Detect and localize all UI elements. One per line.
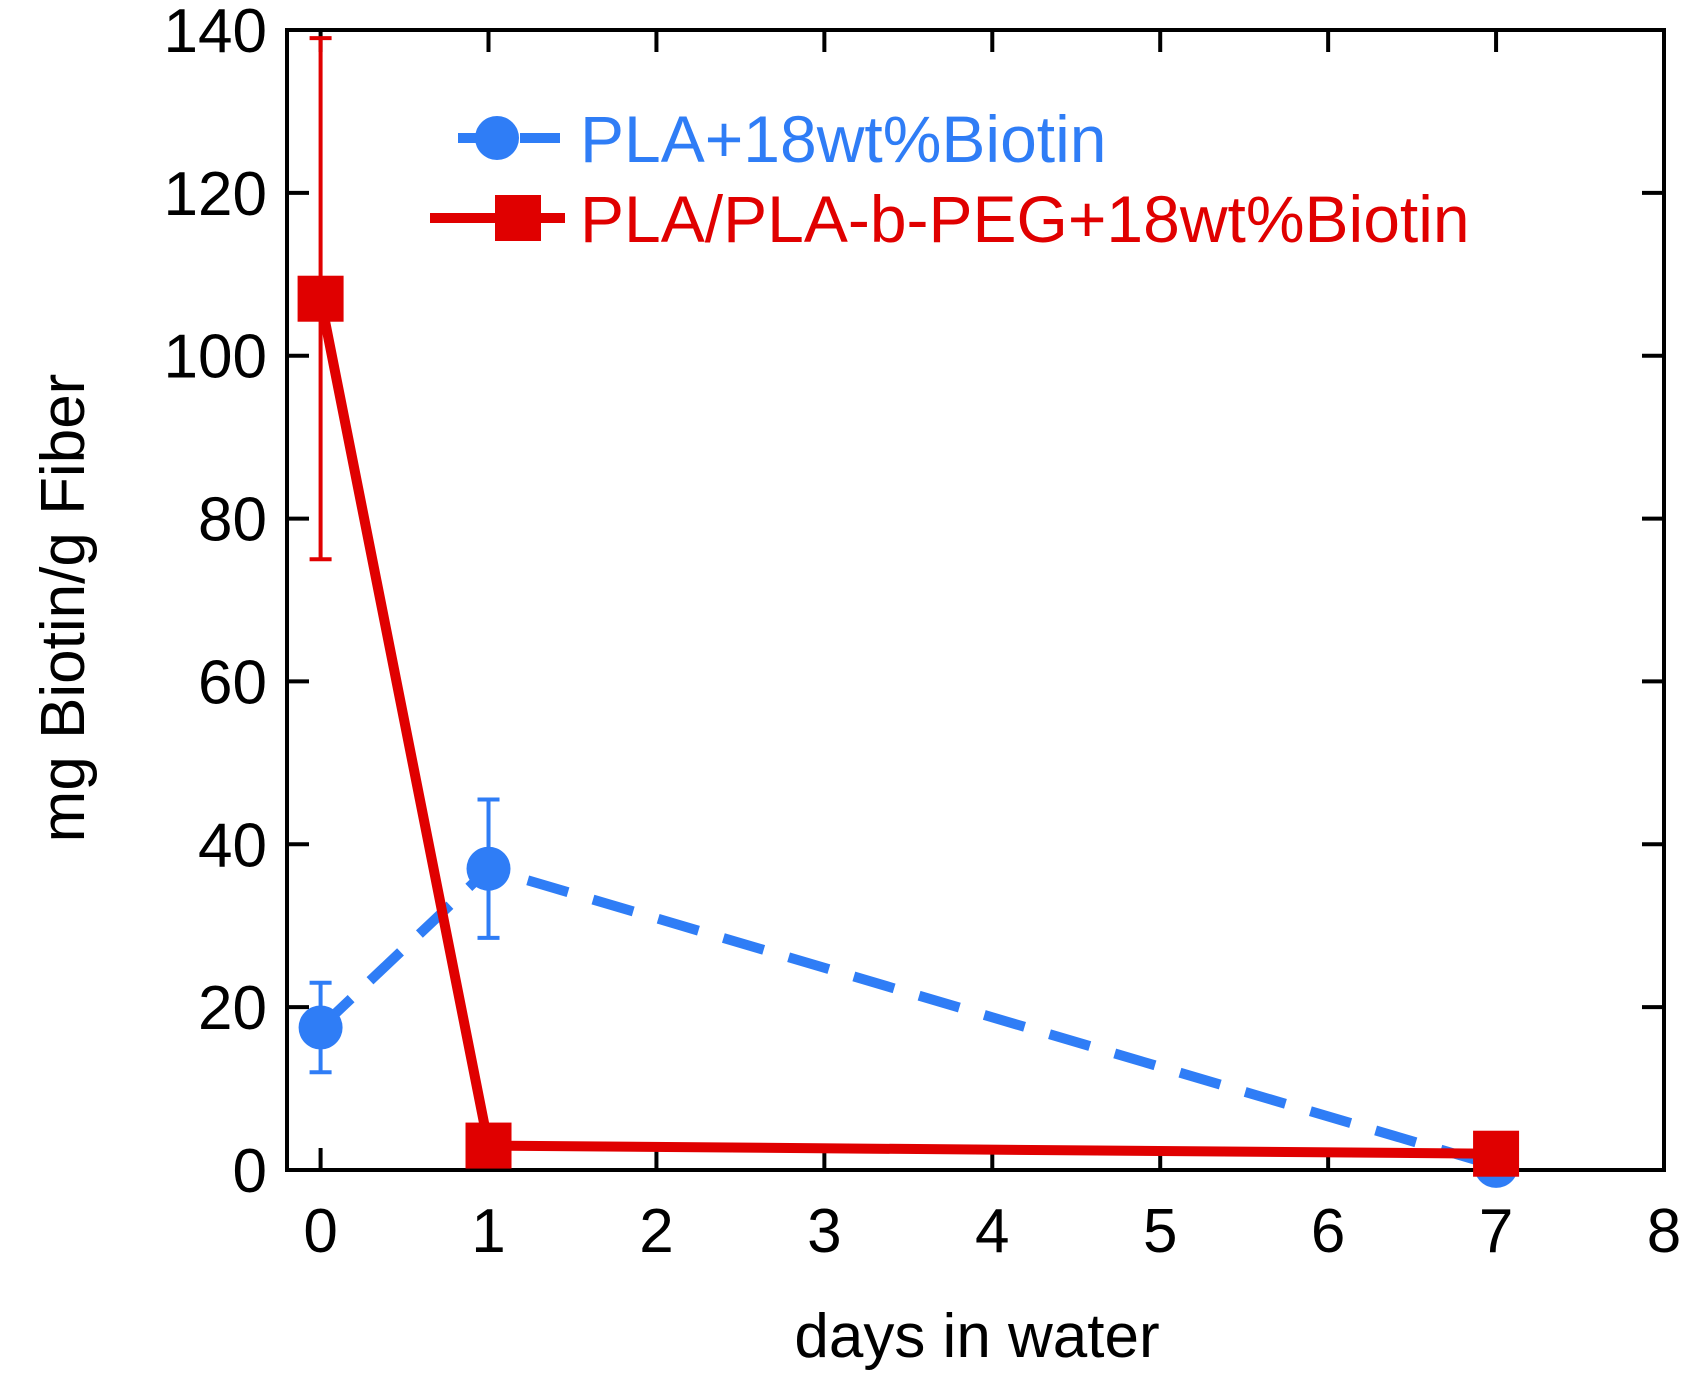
x-tick-label: 6 (1311, 1197, 1345, 1266)
y-tick-label: 80 (198, 486, 267, 555)
y-tick-label: 0 (233, 1137, 267, 1206)
x-tick-label: 7 (1479, 1197, 1513, 1266)
x-tick-label: 0 (303, 1197, 337, 1266)
y-tick-label: 100 (164, 323, 267, 392)
y-axis-label: mg Biotin/g Fiber (29, 374, 98, 843)
plot-area: 0 1 2 3 4 5 6 7 8020406080100120140PLA+18wt%Biot… (164, 0, 1682, 1266)
plot-frame (285, 28, 1666, 1172)
legend-marker (475, 116, 519, 160)
legend-marker (495, 195, 541, 241)
x-tick-label: 3 (807, 1197, 841, 1266)
x-tick-label: 8 (1647, 1197, 1681, 1266)
x-axis-label: days in water (794, 1302, 1159, 1371)
legend-label: PLA/PLA-b-PEG+18wt%Biotin (580, 182, 1470, 256)
data-point (297, 275, 344, 322)
y-tick-label: 60 (198, 648, 267, 717)
series-2 (297, 36, 1520, 1177)
y-tick-label: 20 (198, 974, 267, 1043)
data-point (466, 846, 511, 891)
data-point (1473, 1130, 1520, 1177)
x-tick-label: 5 (1143, 1197, 1177, 1266)
data-point (298, 1005, 343, 1050)
x-tick-label: 1 (471, 1197, 505, 1266)
legend-label: PLA+18wt%Biotin (580, 102, 1107, 176)
x-tick-label: 2 (639, 1197, 673, 1266)
data-point (465, 1122, 512, 1169)
series-line (317, 863, 1498, 1171)
series-line (315, 297, 1497, 1159)
y-tick-label: 140 (164, 0, 267, 66)
y-tick-label: 40 (198, 811, 267, 880)
x-tick-label: 4 (975, 1197, 1009, 1266)
y-tick-label: 120 (164, 160, 267, 229)
